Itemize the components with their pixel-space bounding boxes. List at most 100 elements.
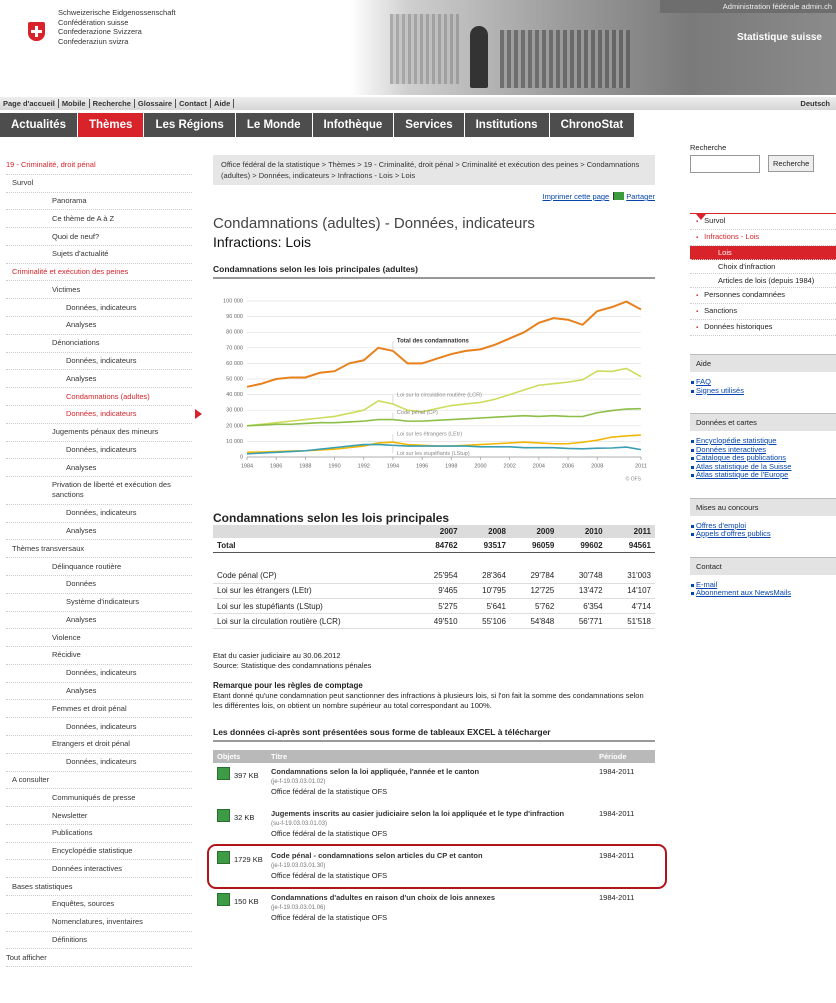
- download-title[interactable]: Jugements inscrits au casier judiciaire …: [271, 809, 565, 819]
- box-title: Mises au concours: [690, 497, 836, 516]
- excel-icon[interactable]: [217, 893, 230, 907]
- search-input[interactable]: [690, 155, 760, 173]
- size: 397 KB: [234, 771, 259, 781]
- left-nav-item[interactable]: Victimes: [6, 281, 192, 300]
- download-title[interactable]: Condamnations d'adultes en raison d'un c…: [271, 893, 496, 903]
- left-nav-item[interactable]: Données, indicateurs: [6, 353, 192, 371]
- left-nav-item[interactable]: Femmes et droit pénal: [6, 700, 192, 719]
- left-nav-item[interactable]: Récidive: [6, 647, 192, 665]
- left-nav-item[interactable]: Analyses: [6, 370, 192, 389]
- left-nav-item[interactable]: Quoi de neuf?: [6, 228, 192, 246]
- box-link[interactable]: FAQ: [690, 377, 836, 387]
- left-nav-item[interactable]: Données, indicateurs: [6, 442, 192, 460]
- left-nav-item[interactable]: Privation de liberté et exécution des sa…: [6, 477, 192, 505]
- right-nav-item[interactable]: Choix d'infraction: [690, 260, 836, 274]
- left-nav-item[interactable]: Violence: [6, 629, 192, 648]
- box-link[interactable]: Encyclopédie statistique: [690, 436, 836, 446]
- left-nav-item[interactable]: Nomenclatures, inventaires: [6, 914, 192, 932]
- left-nav-item[interactable]: Délinquance routière: [6, 558, 192, 576]
- box-link[interactable]: Atlas statistique de l'Europe: [690, 470, 836, 480]
- left-nav-item[interactable]: Thèmes transversaux: [6, 540, 192, 559]
- left-nav-item[interactable]: Système d'indicateurs: [6, 594, 192, 612]
- left-nav-item[interactable]: Données, indicateurs: [6, 299, 192, 318]
- left-nav-item[interactable]: Analyses: [6, 317, 192, 335]
- status-note: Etat du casier judiciaire au 30.06.2012: [213, 651, 341, 661]
- excel-icon[interactable]: [217, 767, 230, 781]
- main-nav-item[interactable]: Infothèque: [313, 113, 395, 137]
- box-link[interactable]: Atlas statistique de la Suisse: [690, 462, 836, 472]
- left-nav-item[interactable]: A consulter: [6, 772, 192, 790]
- search-button[interactable]: Recherche: [768, 155, 815, 172]
- top-link[interactable]: Glossaire: [134, 99, 177, 108]
- main-nav-item[interactable]: Services: [394, 113, 465, 137]
- right-nav-item[interactable]: Personnes condamnées: [690, 288, 836, 304]
- left-nav-item[interactable]: Bases statistiques: [6, 878, 192, 897]
- left-nav-item[interactable]: Tout afficher: [6, 949, 192, 968]
- right-nav-item[interactable]: Survol: [690, 214, 836, 230]
- top-link[interactable]: Aide: [211, 99, 235, 108]
- left-nav-item[interactable]: Analyses: [6, 612, 192, 630]
- main-nav-item[interactable]: Actualités: [0, 113, 78, 137]
- left-nav-item[interactable]: Ce thème de A à Z: [6, 210, 192, 229]
- left-nav-item[interactable]: Criminalité et exécution des peines: [6, 264, 192, 282]
- left-nav-item[interactable]: Données, indicateurs: [6, 505, 192, 523]
- series-label: Code pénal (CP): [397, 410, 438, 416]
- left-nav-item[interactable]: Publications: [6, 825, 192, 843]
- left-nav-item[interactable]: 19 - Criminalité, droit pénal: [6, 157, 192, 175]
- main-nav-item[interactable]: Les Régions: [144, 113, 236, 137]
- box-link[interactable]: Signes utilisés: [690, 386, 836, 396]
- box-link[interactable]: Catalogue des publications: [690, 453, 836, 463]
- left-nav-item[interactable]: Sujets d'actualité: [6, 246, 192, 264]
- main-nav-item[interactable]: Institutions: [465, 113, 550, 137]
- left-nav-item[interactable]: Etrangers et droit pénal: [6, 736, 192, 754]
- right-nav-item[interactable]: Sanctions: [690, 304, 836, 320]
- left-nav-item[interactable]: Panorama: [6, 193, 192, 211]
- main-nav-item[interactable]: ChronoStat: [550, 113, 636, 137]
- left-nav-item[interactable]: Dénonciations: [6, 335, 192, 353]
- box-link[interactable]: Abonnement aux NewsMails: [690, 588, 836, 598]
- admin-link[interactable]: Administration fédérale admin.ch: [660, 0, 836, 13]
- box-link[interactable]: Appels d'offres publics: [690, 529, 836, 539]
- top-link[interactable]: Mobile: [58, 99, 90, 108]
- header-banner: [350, 0, 836, 95]
- left-nav-item[interactable]: Jugements pénaux des mineurs: [6, 424, 192, 442]
- box-link[interactable]: E-mail: [690, 580, 836, 590]
- left-nav-item[interactable]: Données, indicateurs: [6, 754, 192, 772]
- left-nav-item[interactable]: Données, indicateurs: [6, 406, 202, 424]
- download-title[interactable]: Condamnations selon la loi appliquée, l'…: [271, 767, 480, 777]
- box-link[interactable]: Offres d'emploi: [690, 521, 836, 531]
- y-tick-label: 30 000: [226, 408, 243, 414]
- share-link[interactable]: Partager: [626, 192, 655, 201]
- left-nav-item[interactable]: Condamnations (adultes): [6, 388, 192, 406]
- excel-icon[interactable]: [217, 809, 230, 823]
- left-nav-item[interactable]: Communiqués de presse: [6, 789, 192, 808]
- excel-icon[interactable]: [217, 851, 230, 865]
- box-link[interactable]: Données interactives: [690, 445, 836, 455]
- left-nav-item[interactable]: Données, indicateurs: [6, 665, 192, 683]
- left-nav-item[interactable]: Définitions: [6, 932, 192, 950]
- top-link[interactable]: Page d'accueil: [0, 99, 59, 108]
- main-nav-item[interactable]: Le Monde: [236, 113, 313, 137]
- top-link[interactable]: Recherche: [89, 99, 135, 108]
- right-nav-item[interactable]: Infractions - Lois: [690, 230, 836, 246]
- left-nav-item[interactable]: Enquêtes, sources: [6, 896, 192, 914]
- x-tick-label: 2002: [504, 463, 516, 469]
- main-nav-item[interactable]: Thèmes: [77, 113, 145, 137]
- left-nav-item[interactable]: Données, indicateurs: [6, 718, 192, 736]
- left-nav-item[interactable]: Encyclopédie statistique: [6, 843, 192, 861]
- left-nav-item[interactable]: Analyses: [6, 459, 192, 478]
- left-nav-item[interactable]: Analyses: [6, 523, 192, 541]
- right-nav-item[interactable]: Données historiques: [690, 320, 836, 336]
- left-nav-item[interactable]: Newsletter: [6, 807, 192, 825]
- print-link[interactable]: Imprimer cette page: [542, 192, 610, 201]
- download-title[interactable]: Code pénal - condamnations selon article…: [271, 851, 483, 861]
- left-nav-item[interactable]: Données: [6, 576, 192, 594]
- left-nav-item[interactable]: Données interactives: [6, 860, 192, 879]
- right-nav-item[interactable]: Lois: [690, 246, 836, 260]
- language-link[interactable]: Deutsch: [800, 99, 830, 108]
- top-link[interactable]: Contact: [176, 99, 212, 108]
- main-content: Office fédéral de la statistique > Thème…: [207, 155, 667, 931]
- left-nav-item[interactable]: Analyses: [6, 683, 192, 701]
- right-nav-item[interactable]: Articles de lois (depuis 1984): [690, 274, 836, 288]
- left-nav-item[interactable]: Survol: [6, 175, 192, 193]
